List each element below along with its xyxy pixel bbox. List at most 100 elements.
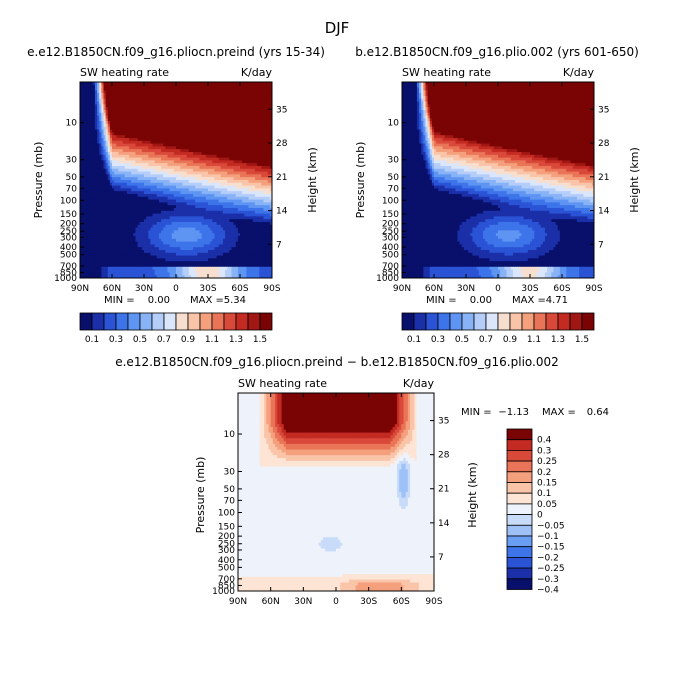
x-tick-label: 60S [231, 284, 248, 294]
x-tick-label: 0 [333, 597, 339, 607]
x-tick-label: 90S [263, 284, 280, 294]
panel-1-y2label: Height (km) [306, 147, 319, 213]
y-tick-label: 30 [224, 467, 236, 477]
colorbar-box [507, 579, 532, 590]
panel-1-title: e.e12.B1850CN.f09_g16.pliocn.preind (yrs… [27, 45, 325, 59]
panel-3-right-label: K/day [403, 377, 435, 390]
panel-3-min-value: −1.13 [498, 407, 529, 418]
y2-tick-label: 21 [598, 173, 609, 183]
y-tick-label: 100 [218, 509, 235, 519]
colorbar-box [188, 313, 200, 330]
y-tick-label: 500 [382, 251, 399, 261]
y2-tick-label: 7 [598, 240, 604, 250]
colorbar-box [426, 313, 438, 330]
panel-2-min-label: MIN = [426, 295, 457, 306]
x-tick-label: 30N [294, 597, 312, 607]
panel-1-min-label: MIN = [104, 295, 135, 306]
colorbar-box [507, 547, 532, 558]
y2-tick-label: 28 [438, 451, 450, 461]
colorbar-label: 0.9 [181, 335, 196, 345]
x-tick-label: 30S [360, 597, 377, 607]
colorbar-label: 0.3 [109, 335, 123, 345]
colorbar-box [498, 313, 510, 330]
y2-tick-label: 7 [438, 553, 444, 563]
x-tick-label: 30N [135, 284, 153, 294]
y-tick-label: 50 [224, 485, 236, 495]
colorbar-label: −0.25 [537, 564, 565, 574]
x-tick-label: 60S [393, 597, 410, 607]
colorbar-box [402, 313, 414, 330]
panel-3-colorbar: 0.40.30.250.20.150.10.050−0.05−0.1−0.15−… [507, 429, 565, 596]
colorbar-box [486, 313, 498, 330]
colorbar-label: 0 [537, 511, 543, 521]
colorbar-box [224, 313, 236, 330]
panel-1-max-label: MAX = [190, 295, 224, 306]
colorbar-box [414, 313, 426, 330]
x-tick-label: 90N [393, 284, 411, 294]
y2-tick-label: 14 [438, 519, 450, 529]
colorbar-label: −0.3 [537, 575, 559, 585]
panel-1-field [80, 82, 273, 279]
y2-tick-label: 21 [276, 173, 287, 183]
colorbar-box [546, 313, 558, 330]
y2-tick-label: 35 [438, 417, 449, 427]
panel-1-min-value: 0.00 [148, 295, 170, 306]
x-tick-label: 0 [173, 284, 179, 294]
panel-2-min-value: 0.00 [470, 295, 492, 306]
y-tick-label: 150 [60, 210, 77, 220]
x-tick-label: 0 [495, 284, 501, 294]
colorbar-box [534, 313, 546, 330]
colorbar-box [522, 313, 534, 330]
panel-3-ylabel: Pressure (mb) [194, 457, 207, 534]
y-tick-label: 70 [66, 184, 78, 194]
colorbar-box [507, 493, 532, 504]
panel-3-min-label: MIN = [461, 407, 492, 418]
colorbar-box [507, 461, 532, 472]
y-tick-label: 150 [382, 210, 399, 220]
colorbar-label: 1.5 [253, 335, 267, 345]
panel-1-ylabel: Pressure (mb) [32, 142, 45, 219]
x-tick-label: 30N [457, 284, 475, 294]
y2-tick-label: 28 [276, 139, 288, 149]
colorbar-box [507, 568, 532, 579]
colorbar-box [582, 313, 594, 330]
colorbar-label: 0.1 [407, 335, 421, 345]
colorbar-label: 0.7 [157, 335, 171, 345]
x-tick-label: 60N [262, 597, 280, 607]
colorbar-box [507, 472, 532, 483]
y-tick-label: 300 [60, 233, 77, 243]
colorbar-label: 1.3 [551, 335, 565, 345]
x-tick-label: 60N [425, 284, 443, 294]
colorbar-label: 1.1 [205, 335, 219, 345]
y2-tick-label: 35 [598, 105, 609, 115]
y-tick-label: 30 [66, 156, 78, 166]
colorbar-box [507, 450, 532, 461]
panel-3-max-value: 0.64 [587, 407, 609, 418]
y-tick-label: 30 [388, 156, 400, 166]
panel-2-right-label: K/day [563, 66, 595, 79]
y2-tick-label: 35 [276, 105, 287, 115]
y2-tick-label: 14 [598, 207, 610, 217]
colorbar-box [558, 313, 570, 330]
colorbar-label: 1.3 [229, 335, 243, 345]
y-tick-label: 10 [224, 430, 236, 440]
figure-title: DJF [325, 19, 350, 37]
colorbar-label: −0.2 [537, 553, 559, 563]
panel-2-stats: MIN = 0.00 MAX = 4.71 [426, 295, 568, 306]
panel-3-field [238, 393, 435, 592]
y-tick-label: 1000 [376, 274, 399, 284]
panel-1-right-label: K/day [241, 66, 273, 79]
y-tick-label: 500 [60, 251, 77, 261]
y-tick-label: 1000 [212, 587, 235, 597]
panel-2-left-label: SW heating rate [402, 66, 491, 79]
colorbar-box [474, 313, 486, 330]
colorbar-box [248, 313, 260, 330]
colorbar-label: −0.15 [537, 543, 565, 553]
colorbar-box [140, 313, 152, 330]
colorbar-box [200, 313, 212, 330]
colorbar-box [128, 313, 140, 330]
